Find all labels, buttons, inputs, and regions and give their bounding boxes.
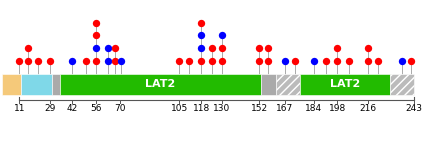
Point xyxy=(346,60,353,62)
Point xyxy=(365,47,372,50)
Bar xyxy=(21,74,52,95)
Point xyxy=(198,47,205,50)
Text: 184: 184 xyxy=(305,104,322,113)
Point xyxy=(264,60,271,62)
Text: 216: 216 xyxy=(359,104,377,113)
Text: 198: 198 xyxy=(329,104,346,113)
Text: LAT2: LAT2 xyxy=(145,79,176,90)
Bar xyxy=(300,74,390,95)
Point xyxy=(399,60,405,62)
Point xyxy=(334,60,341,62)
Point xyxy=(292,60,298,62)
Text: 11: 11 xyxy=(14,104,25,113)
Point xyxy=(198,60,205,62)
Bar xyxy=(276,74,300,95)
Point xyxy=(46,60,53,62)
Text: LAT2: LAT2 xyxy=(330,79,360,90)
Point xyxy=(218,60,225,62)
Text: 167: 167 xyxy=(276,104,293,113)
Point xyxy=(322,60,329,62)
Point xyxy=(25,60,31,62)
Point xyxy=(92,21,99,24)
Point xyxy=(407,60,414,62)
Point xyxy=(256,47,263,50)
Point xyxy=(111,47,118,50)
Bar xyxy=(261,74,276,95)
Point xyxy=(208,60,215,62)
Text: 29: 29 xyxy=(44,104,56,113)
Text: 152: 152 xyxy=(251,104,268,113)
Point xyxy=(310,60,317,62)
Point xyxy=(334,47,341,50)
Text: 42: 42 xyxy=(67,104,78,113)
Bar xyxy=(390,74,414,95)
Point xyxy=(92,60,99,62)
Point xyxy=(25,47,31,50)
Point xyxy=(365,60,372,62)
Point xyxy=(375,60,382,62)
Point xyxy=(82,60,89,62)
Point xyxy=(256,60,263,62)
Bar xyxy=(60,74,261,95)
Text: 118: 118 xyxy=(193,104,210,113)
Point xyxy=(186,60,193,62)
Bar xyxy=(3,74,21,95)
Text: 243: 243 xyxy=(405,104,423,113)
Point xyxy=(218,34,225,37)
Point xyxy=(264,47,271,50)
Text: 130: 130 xyxy=(213,104,230,113)
Text: 105: 105 xyxy=(171,104,188,113)
Point xyxy=(104,47,111,50)
Point xyxy=(92,47,99,50)
Point xyxy=(16,60,23,62)
Point xyxy=(198,21,205,24)
Point xyxy=(218,47,225,50)
Point xyxy=(69,60,76,62)
Point xyxy=(208,47,215,50)
Bar xyxy=(52,74,60,95)
Point xyxy=(176,60,183,62)
Point xyxy=(281,60,288,62)
Point xyxy=(35,60,42,62)
Point xyxy=(92,34,99,37)
Text: 56: 56 xyxy=(90,104,101,113)
Text: 70: 70 xyxy=(114,104,126,113)
Point xyxy=(111,60,118,62)
Point xyxy=(104,60,111,62)
Point xyxy=(118,60,125,62)
Point xyxy=(198,34,205,37)
